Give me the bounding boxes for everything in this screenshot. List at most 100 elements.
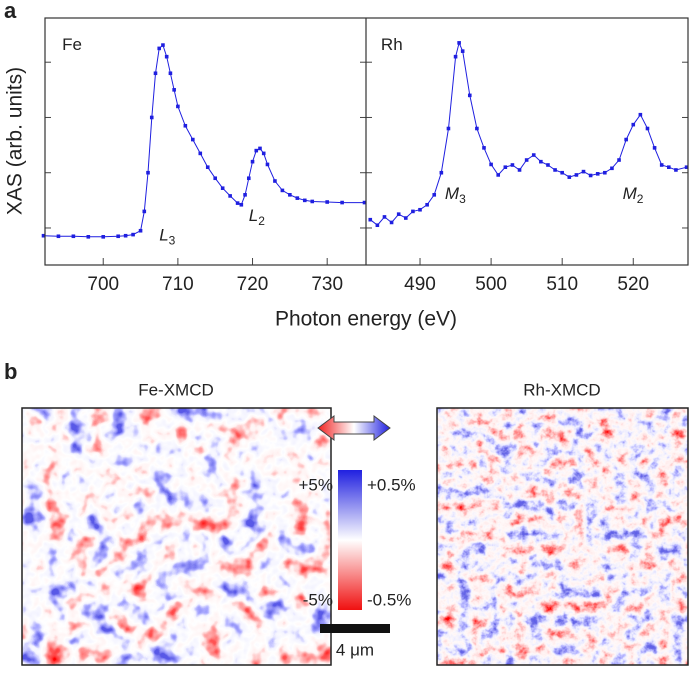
xas-point <box>325 200 329 204</box>
xas-point <box>475 126 479 131</box>
scale-bar <box>320 624 390 633</box>
xas-point <box>439 170 444 175</box>
annotation: L3 <box>159 226 175 248</box>
xas-point <box>684 165 689 169</box>
xas-point <box>382 215 387 219</box>
xas-point <box>235 201 240 205</box>
xas-point <box>482 146 486 150</box>
xas-point <box>205 165 210 169</box>
xas-point <box>489 162 493 167</box>
xas-point <box>652 146 657 150</box>
xas-point <box>101 235 106 239</box>
xas-point <box>157 46 162 51</box>
xas-point <box>258 146 262 151</box>
map-frame <box>21 407 332 666</box>
x-tick-label: 510 <box>546 274 578 295</box>
x-tick-label: 710 <box>162 274 194 295</box>
xas-point <box>446 126 451 131</box>
xas-point <box>213 176 218 181</box>
xas-point <box>302 198 307 203</box>
xas-point <box>254 148 259 153</box>
xas-point <box>123 233 128 238</box>
polarization-arrow <box>317 415 391 441</box>
xas-point <box>396 212 401 216</box>
xas-point <box>425 202 429 207</box>
xas-point <box>404 216 408 220</box>
xas-point <box>546 163 550 167</box>
xas-point <box>239 202 244 207</box>
xas-point <box>411 209 415 214</box>
xas-point <box>496 173 501 177</box>
xas-point <box>375 223 380 228</box>
xas-point <box>168 71 173 76</box>
xas-point <box>41 233 46 238</box>
annotation: M2 <box>623 184 644 206</box>
xas-point <box>161 43 165 47</box>
xas-point <box>86 235 91 239</box>
xas-point <box>674 168 678 172</box>
xas-point <box>567 175 572 179</box>
xas-point <box>432 193 437 197</box>
xas-point <box>610 166 614 171</box>
xas-point <box>659 163 664 167</box>
colorbar <box>338 470 362 610</box>
xas-point <box>624 137 628 142</box>
fe-xmcd-map <box>22 408 331 665</box>
colorbar-label: -0.5% <box>367 590 411 609</box>
xas-point <box>149 115 154 120</box>
xas-point <box>172 88 176 92</box>
xas-point <box>631 122 636 127</box>
xas-point <box>243 193 247 197</box>
xas-point <box>340 200 344 205</box>
xas-point <box>617 158 621 162</box>
xas-point <box>146 170 150 175</box>
colorbar-label: +5% <box>299 475 334 494</box>
xas-point <box>246 176 251 181</box>
xas-point <box>198 151 203 156</box>
xas-point <box>418 207 422 212</box>
colorbar-label: -5% <box>303 590 333 609</box>
xas-point <box>220 186 225 190</box>
xas-point <box>131 232 135 237</box>
x-tick-label: 730 <box>311 274 343 295</box>
annotation: Rh <box>381 35 403 54</box>
xas-point <box>310 199 315 204</box>
xas-point <box>273 179 277 183</box>
map-frame <box>436 407 689 666</box>
xas-point <box>176 104 180 109</box>
x-tick-label: 700 <box>87 274 119 295</box>
xas-point <box>389 220 394 225</box>
xas-point <box>603 170 607 175</box>
xas-point <box>457 41 461 45</box>
xas-point <box>295 196 300 200</box>
x-tick-label: 720 <box>237 274 269 295</box>
xas-point <box>138 228 143 233</box>
colorbar-label: +0.5% <box>367 475 416 494</box>
xas-point <box>250 159 255 164</box>
xas-point <box>503 165 508 169</box>
xas-point <box>288 193 292 197</box>
xas-point <box>517 168 522 172</box>
x-tick-label: 520 <box>617 274 649 295</box>
xas-point <box>228 194 232 198</box>
xas-point <box>460 49 465 53</box>
rh-xmcd-map <box>437 408 688 665</box>
xas-point <box>581 169 586 174</box>
xas-point <box>531 153 536 157</box>
xas-point <box>280 188 285 193</box>
xas-line <box>43 44 365 238</box>
xas-point <box>645 126 650 131</box>
map-title: Fe-XMCD <box>138 380 214 399</box>
xas-point <box>453 54 458 59</box>
xas-point <box>467 93 472 98</box>
map-title: Rh-XMCD <box>523 380 600 399</box>
xas-point <box>560 170 564 175</box>
x-tick-label: 490 <box>404 274 436 295</box>
panel-label: b <box>4 359 17 384</box>
annotation: M3 <box>445 184 466 206</box>
xas-point <box>368 217 373 222</box>
xas-point <box>595 172 600 176</box>
x-axis-label: Photon energy (eV) <box>275 308 457 331</box>
xas-line <box>369 41 687 226</box>
